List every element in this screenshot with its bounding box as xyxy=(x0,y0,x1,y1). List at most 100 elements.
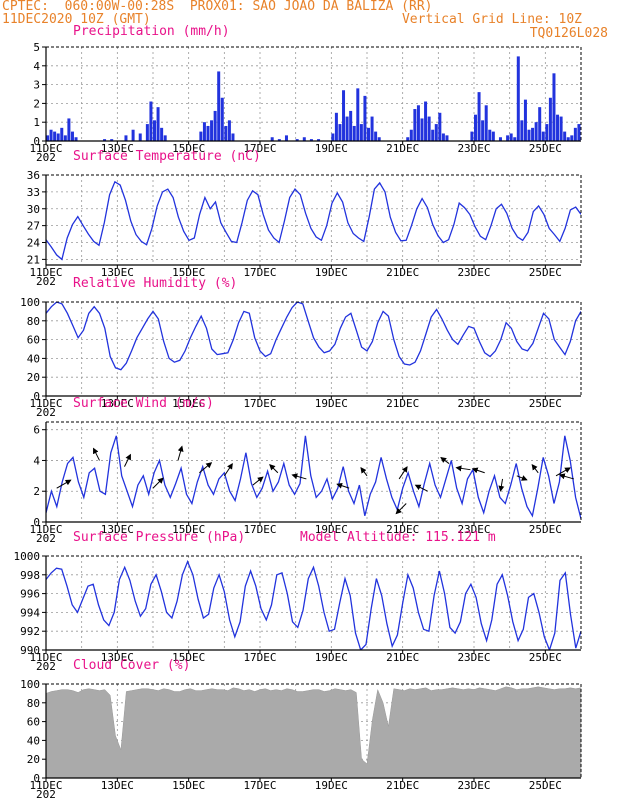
wind-arrow xyxy=(558,473,575,480)
panel-frame xyxy=(45,421,582,523)
precip-bar xyxy=(516,56,520,141)
precip-bar xyxy=(227,120,231,141)
precip-bar xyxy=(46,135,49,141)
x-tick-label: 11DEC xyxy=(29,266,62,279)
precip-bar xyxy=(63,135,67,141)
precip-bar xyxy=(545,124,549,141)
x-tick-label: 19DEC xyxy=(315,266,348,279)
precip-bar xyxy=(541,131,545,141)
precip-bar xyxy=(527,129,531,141)
x-tick-label: 17DEC xyxy=(243,397,276,410)
wind-arrow xyxy=(177,445,184,461)
wind-arrow xyxy=(124,453,131,467)
header-line3-right: TQ0126L028 xyxy=(529,26,608,41)
panel-frame xyxy=(45,46,582,142)
x-tick-label: 13DEC xyxy=(101,142,134,155)
x-tick-label: 25DEC xyxy=(529,779,562,792)
precip-bar xyxy=(345,116,349,141)
precip-bar xyxy=(431,129,435,141)
y-tick-label: 0 xyxy=(33,516,40,529)
precip-bar xyxy=(573,127,577,141)
y-tick-label: 80 xyxy=(27,315,40,328)
precip-bar xyxy=(202,122,206,141)
x-tick-label: 11DEC xyxy=(29,397,62,410)
wind-arrow xyxy=(398,466,408,480)
precip-bar xyxy=(156,107,160,141)
x-tick-label: 23DEC xyxy=(457,779,490,792)
precip-bar xyxy=(374,131,378,141)
wind-arrow xyxy=(360,467,368,477)
precip-bar xyxy=(163,135,167,141)
precip-bar xyxy=(370,116,374,141)
y-tick-label: 27 xyxy=(27,220,40,233)
precip-bar xyxy=(477,92,481,141)
header-line1: CPTEC: 060:00W-00:28S PROX01: SAO JOAO D… xyxy=(2,0,433,14)
precip-bar xyxy=(103,139,107,141)
precip-bar xyxy=(138,133,142,141)
wind-arrow xyxy=(336,482,350,489)
panel-title-precip: Precipitation (mm/h) xyxy=(73,24,230,39)
precip-bar xyxy=(74,137,78,141)
precip-bar xyxy=(577,124,581,141)
precip-bar xyxy=(331,133,335,141)
x-year-label: 202 xyxy=(36,788,56,800)
precip-bar xyxy=(224,125,228,141)
x-year-label: 202 xyxy=(36,151,56,164)
precip-bar xyxy=(67,118,71,141)
precip-bar xyxy=(513,137,517,141)
precip-bar xyxy=(352,125,356,141)
precip-bar xyxy=(413,109,417,141)
x-tick-label: 21DEC xyxy=(386,779,419,792)
x-tick-label: 25DEC xyxy=(529,142,562,155)
x-tick-label: 11DEC xyxy=(29,523,62,536)
panel-cloud: Cloud Cover (%) 0 20 40 60 80 100 11DEC 13DEC 15D… xyxy=(20,658,582,800)
x-tick-label: 11DEC xyxy=(29,779,62,792)
precip-bar xyxy=(110,139,114,141)
series-line-temp xyxy=(46,180,581,261)
x-tick-label: 19DEC xyxy=(315,651,348,664)
x-tick-label: 13DEC xyxy=(101,397,134,410)
panel-title-cloud: Cloud Cover (%) xyxy=(73,658,190,673)
y-tick-label: 6 xyxy=(33,424,40,437)
wind-arrow xyxy=(93,447,100,461)
precip-bar xyxy=(427,116,431,141)
x-tick-label: 21DEC xyxy=(386,142,419,155)
x-tick-label: 21DEC xyxy=(386,266,419,279)
precip-bar xyxy=(284,135,288,141)
x-tick-label: 19DEC xyxy=(315,779,348,792)
precip-bar xyxy=(474,114,477,141)
precip-bar xyxy=(317,139,321,141)
precip-bar xyxy=(445,135,449,141)
panel-temp: Surface Temperature (nC) 21 24 27 30 33 36 11DE… xyxy=(27,149,582,288)
precip-bar xyxy=(210,120,214,141)
x-tick-label: 21DEC xyxy=(386,523,419,536)
x-tick-label: 15DEC xyxy=(172,651,205,664)
series-clip xyxy=(46,435,581,520)
precip-bar xyxy=(302,137,306,141)
y-tick-label: 4 xyxy=(33,454,40,467)
series-line-rh xyxy=(46,302,581,371)
precip-bar xyxy=(213,110,217,141)
y-tick-label: 100 xyxy=(20,678,40,691)
x-tick-label: 19DEC xyxy=(315,142,348,155)
precip-bar xyxy=(56,133,60,141)
precip-bar xyxy=(206,125,210,141)
precip-bar xyxy=(199,131,203,141)
precip-bar xyxy=(534,122,538,141)
x-year-label: 202 xyxy=(36,660,56,673)
series-line-wind xyxy=(46,435,581,520)
panel-frame xyxy=(45,174,582,266)
panel-rh: Relative Humidity (%) 0 20 40 60 80 100 11DEC 13… xyxy=(20,276,582,419)
wind-arrow xyxy=(471,467,485,474)
precip-bar xyxy=(60,127,64,141)
y-tick-label: 994 xyxy=(20,606,40,619)
precip-bar xyxy=(131,129,135,141)
header-line2-left: 11DEC2020 10Z (GMT) xyxy=(2,12,151,27)
wind-arrow xyxy=(414,484,428,492)
y-tick-label: 2 xyxy=(33,97,40,110)
wind-arrow xyxy=(395,503,407,515)
series-clip xyxy=(46,180,581,261)
precip-bar xyxy=(363,95,367,141)
precip-bar xyxy=(441,133,445,141)
precip-bar xyxy=(488,129,492,141)
